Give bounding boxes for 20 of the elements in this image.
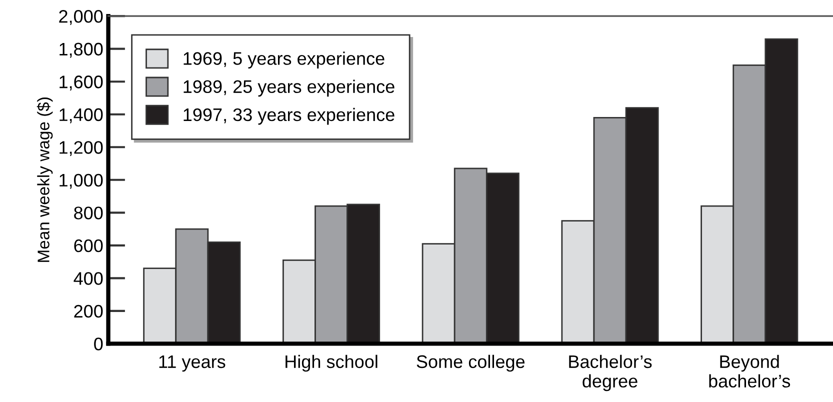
- legend-label: 1989, 25 years experience: [184, 80, 394, 97]
- y-tick-label: 1,000: [60, 174, 103, 189]
- y-tick-label: 1,400: [60, 108, 103, 124]
- y-tick-label: 800: [74, 206, 103, 220]
- y-tick-label: 1,600: [60, 76, 103, 90]
- y-tick-label: 1,200: [60, 141, 103, 156]
- x-tick-label: 11 years: [159, 355, 226, 372]
- y-tick-label: 600: [74, 239, 103, 252]
- x-tick-label: Bachelor’s degree: [569, 354, 652, 392]
- y-axis-title: Mean weekly wage ($): [36, 98, 53, 262]
- y-tick-label: 400: [74, 272, 103, 285]
- x-tick-label: Some college: [416, 354, 525, 372]
- x-tick-label: Beyond bachelor’s: [709, 354, 790, 388]
- legend-label: 1969, 5 years experience: [184, 52, 384, 68]
- y-tick-label: 2,000: [59, 10, 103, 25]
- x-tick-label: High school: [286, 354, 378, 372]
- y-tick-label: 200: [74, 304, 103, 318]
- legend-label: 1997, 33 years experience: [184, 108, 394, 125]
- y-tick-label: 1,800: [60, 42, 103, 58]
- y-tick-label: 0: [94, 338, 103, 350]
